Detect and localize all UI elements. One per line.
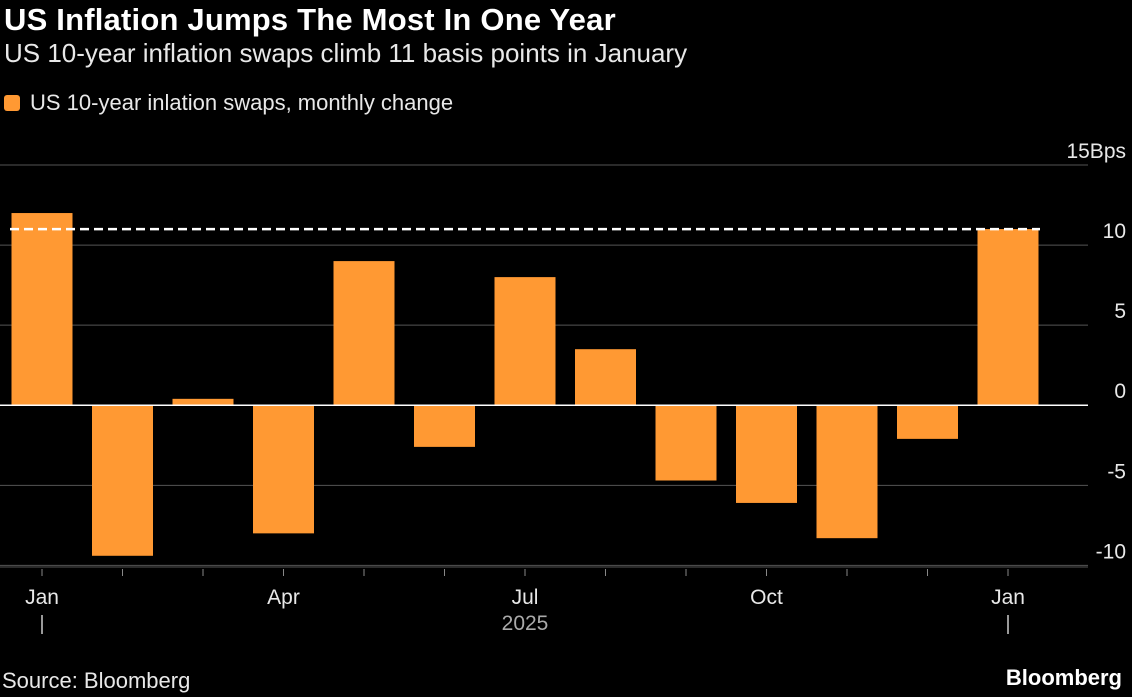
bar (92, 405, 153, 556)
bar (977, 229, 1039, 406)
y-tick-label: -5 (1107, 460, 1126, 483)
bloomberg-logo: Bloomberg (1005, 665, 1122, 690)
legend: US 10-year inlation swaps, monthly chang… (4, 90, 453, 116)
year-label: 2025 (502, 612, 549, 635)
chart-subtitle: US 10-year inflation swaps climb 11 basi… (4, 38, 688, 68)
bar-layer (11, 213, 1039, 556)
bar (333, 261, 395, 406)
bar (655, 405, 717, 481)
bar (897, 405, 958, 439)
bar (172, 398, 234, 406)
y-tick-label: 10 (1103, 220, 1126, 243)
x-tick-label: Jan (25, 586, 59, 609)
bar (816, 405, 878, 539)
x-tick-label: Apr (267, 586, 300, 609)
x-tick-label: Oct (750, 586, 783, 609)
y-tick-label: -10 (1096, 540, 1126, 563)
y-tick-label: 0 (1114, 380, 1126, 403)
bar (253, 405, 314, 534)
y-tick-label: 15Bps (1066, 140, 1126, 163)
bar (736, 405, 797, 503)
legend-label: US 10-year inlation swaps, monthly chang… (30, 90, 454, 115)
bar (575, 349, 636, 406)
chart-title: US Inflation Jumps The Most In One Year (4, 2, 616, 37)
bar (414, 405, 475, 447)
x-tick-label: Jan (991, 586, 1025, 609)
x-tick-label: Jul (512, 586, 539, 609)
y-tick-label: 5 (1114, 300, 1126, 323)
bar (11, 213, 73, 406)
source-note: Source: Bloomberg (2, 668, 191, 693)
bar (494, 277, 556, 406)
axis-layer: 15Bps 10 5 0 -5 -10 Jan Apr Jul Oct Jan 2025 (0, 140, 1126, 635)
legend-swatch (4, 95, 20, 111)
